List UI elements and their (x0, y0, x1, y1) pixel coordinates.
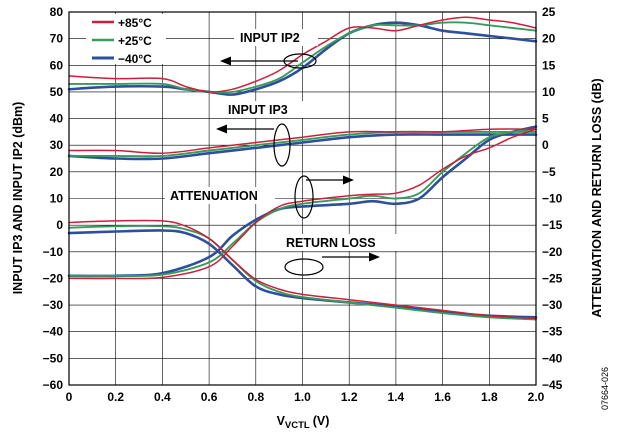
x-tick-label: 1.2 (341, 390, 358, 404)
y-left-tick-label: −10 (43, 245, 64, 259)
y-left-tick-label: −40 (43, 325, 64, 339)
annotation-attenuation-bg (165, 187, 275, 204)
x-tick-label: 1.0 (294, 390, 311, 404)
annotation-return-loss: RETURN LOSS (281, 234, 401, 276)
document-id: 07664-026 (600, 367, 610, 410)
y-right-tick-label: 10 (542, 85, 556, 99)
y-left-tick-label: 60 (50, 58, 64, 72)
y-left-tick-label: 40 (50, 112, 64, 126)
y-right-tick-label: −45 (542, 378, 563, 392)
legend-label-25c: +25°C (118, 34, 152, 48)
y-left-tick-label: 70 (50, 32, 64, 46)
series-attenuation-25-c (68, 224, 537, 321)
y-left-tick-label: 10 (50, 192, 64, 206)
annotation-input-ip3-bg (223, 101, 307, 118)
y-left-tick-label: −20 (43, 271, 64, 285)
x-tick-label: 0.4 (154, 390, 171, 404)
y-right-tick-label: 15 (542, 58, 556, 72)
annotation-input-ip3-label: INPUT IP3 (228, 103, 288, 117)
y-axis-right-ticks: 25 20 15 10 5 0 −5 −10 −15 −20 −25 −30 −35 −40 −45 (542, 5, 563, 392)
plot-frame (68, 11, 537, 386)
y-axis-right-title: ATTENUATION AND RETURN LOSS (dB) (590, 78, 604, 317)
x-tick-label: 0 (66, 390, 73, 404)
x-tick-label: 1.4 (388, 390, 405, 404)
x-tick-label: 2.0 (528, 390, 545, 404)
y-left-tick-label: 50 (50, 85, 64, 99)
y-right-tick-label: 5 (542, 112, 549, 126)
y-axis-left-title: INPUT IP3 AND INPUT IP2 (dBm) (11, 102, 25, 295)
y-left-tick-label: −30 (43, 298, 64, 312)
y-right-tick-label: 25 (542, 5, 556, 19)
series-attenuation-85-c (68, 219, 537, 320)
annotation-attenuation-ellipse (294, 175, 314, 219)
y-right-tick-label: −5 (542, 165, 556, 179)
annotation-input-ip3-ellipse (273, 123, 291, 167)
series-layer (67, 16, 538, 321)
x-axis-title: VVCTL (V) (277, 414, 330, 431)
annotation-return-loss-arrowhead (369, 252, 380, 262)
annotation-input-ip2-ellipse (283, 53, 317, 69)
series-input-ip3-85-c (68, 128, 537, 154)
series-input-ip3-minus40c (67, 133, 538, 161)
y-left-tick-label: −50 (43, 351, 64, 365)
annotation-input-ip2-arrowhead (220, 56, 231, 66)
y-right-tick-label: −15 (542, 218, 563, 232)
legend: +85°C +25°C −40°C (86, 14, 166, 66)
legend-label-minus40c: −40°C (118, 52, 152, 66)
y-left-tick-label: 30 (50, 138, 64, 152)
legend-item-85c: +85°C (92, 16, 152, 30)
x-tick-label: 0.6 (201, 390, 218, 404)
x-tick-label: 1.6 (434, 390, 451, 404)
y-right-tick-label: −40 (542, 351, 563, 365)
annotation-attenuation-arrowhead (343, 175, 354, 185)
y-right-tick-label: −30 (542, 298, 563, 312)
annotation-attenuation-label: ATTENUATION (170, 189, 258, 203)
series-input-ip2-25-c (68, 21, 537, 94)
y-right-tick-label: −10 (542, 192, 563, 206)
legend-item-minus40c: −40°C (92, 52, 152, 66)
x-tick-label: 1.8 (481, 390, 498, 404)
x-axis-title-subscript: VCTL (285, 420, 310, 431)
y-right-tick-label: −35 (542, 325, 563, 339)
y-right-tick-label: −25 (542, 271, 563, 285)
y-right-tick-label: 0 (542, 138, 549, 152)
annotation-return-loss-label: RETURN LOSS (286, 236, 376, 250)
y-left-tick-label: 20 (50, 165, 64, 179)
y-left-tick-label: −60 (43, 378, 64, 392)
legend-label-85c: +85°C (118, 16, 152, 30)
y-right-tick-label: −20 (542, 245, 563, 259)
series-attenuation-minus40c (67, 229, 538, 319)
x-axis-title-main: V (277, 414, 286, 428)
annotation-input-ip2-label: INPUT IP2 (240, 31, 300, 45)
series-return-loss-25-c (68, 128, 537, 277)
x-tick-label: 0.2 (107, 390, 124, 404)
annotation-attenuation: ATTENUATION (165, 175, 354, 219)
x-tick-label: 0.8 (247, 390, 264, 404)
y-axis-left-ticks: 80 70 60 50 40 30 20 10 0 −10 −20 −30 −40 −50 −60 (43, 5, 64, 392)
annotation-return-loss-ellipse (284, 258, 324, 276)
y-left-tick-label: 80 (50, 5, 64, 19)
legend-item-25c: +25°C (92, 34, 152, 48)
y-left-tick-label: 0 (56, 218, 63, 232)
x-axis-title-unit: (V) (313, 414, 330, 428)
annotation-input-ip2: INPUT IP2 (220, 29, 318, 69)
x-axis-ticks: 0 0.2 0.4 0.6 0.8 1.0 1.2 1.4 1.6 1.8 2.0 (66, 390, 545, 404)
annotation-return-loss-bg (281, 234, 401, 251)
annotation-input-ip2-bg (234, 29, 318, 46)
annotation-input-ip3: INPUT IP3 (216, 101, 307, 167)
y-right-tick-label: 20 (542, 32, 556, 46)
series-input-ip2-85-c (68, 16, 537, 93)
annotation-input-ip3-arrowhead (216, 124, 227, 134)
series-return-loss-85-c (68, 128, 537, 280)
